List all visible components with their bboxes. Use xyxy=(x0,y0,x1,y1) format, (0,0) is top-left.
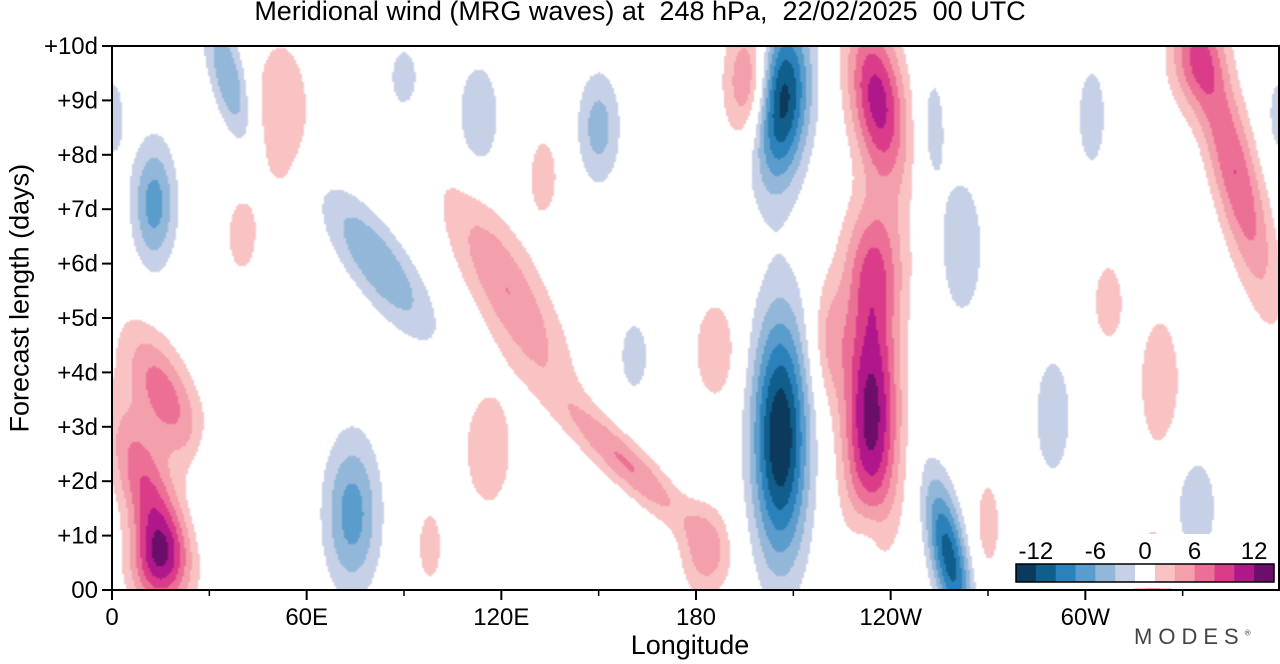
x-tick-label: 0 xyxy=(105,604,118,631)
y-tick-label: +2d xyxy=(57,468,98,495)
plot-area xyxy=(112,46,1280,590)
x-axis-label: Longitude xyxy=(630,630,750,660)
colorbar-tick-label: 0 xyxy=(1138,538,1151,565)
colorbar-swatch xyxy=(1214,564,1235,582)
y-tick-label: +10d xyxy=(44,33,98,60)
colorbar-swatch xyxy=(1035,564,1057,582)
y-tick-label: +5d xyxy=(57,305,98,332)
y-tick-label: +7d xyxy=(57,196,98,223)
colorbar-tick-label: 12 xyxy=(1241,538,1268,565)
y-tick-label: 00 xyxy=(71,577,98,604)
colorbar-swatch xyxy=(1234,564,1255,582)
contour-field xyxy=(112,46,1280,590)
logo-text: MODES xyxy=(1134,624,1245,649)
modes-logo: MODES® xyxy=(1134,624,1251,650)
colorbar-swatch xyxy=(1154,564,1176,582)
y-tick-label: +8d xyxy=(57,142,98,169)
y-tick-label: +6d xyxy=(57,251,98,278)
colorbar-swatch xyxy=(1016,564,1037,582)
colorbar-tick-label: -12 xyxy=(1019,538,1054,565)
y-tick-label: +9d xyxy=(57,87,98,114)
chart-title: Meridional wind (MRG waves) at 248 hPa, … xyxy=(254,0,1026,26)
colorbar-swatch xyxy=(1075,564,1096,582)
y-tick-label: +4d xyxy=(57,359,98,386)
colorbar-tick-label: -6 xyxy=(1085,538,1106,565)
colorbar: -12 -6 0 6 12 xyxy=(1006,534,1278,588)
x-tick-label: 60E xyxy=(285,604,328,631)
colorbar-tick-label: 6 xyxy=(1188,538,1201,565)
x-tick-label: 120E xyxy=(473,604,529,631)
colorbar-swatch xyxy=(1115,564,1136,582)
axes: 0 60E 120E 180 120W 60W 00 +1d +2d +3d +4d +5d +6d +7… xyxy=(44,33,1280,631)
registered-mark: ® xyxy=(1244,628,1251,638)
colorbar-swatch xyxy=(1194,564,1215,582)
y-tick-label: +1d xyxy=(57,523,98,550)
colorbar-frame xyxy=(1015,563,1275,583)
x-tick-label: 60W xyxy=(1061,604,1111,631)
x-tick-label: 180 xyxy=(676,604,716,631)
colorbar-swatch xyxy=(1135,564,1156,582)
colorbar-swatch xyxy=(1095,564,1116,582)
x-tick-label: 120W xyxy=(859,604,922,631)
colorbar-swatch xyxy=(1174,564,1196,582)
colorbar-swatch xyxy=(1254,564,1275,582)
colorbar-swatch xyxy=(1055,564,1077,582)
y-tick-label: +3d xyxy=(57,414,98,441)
